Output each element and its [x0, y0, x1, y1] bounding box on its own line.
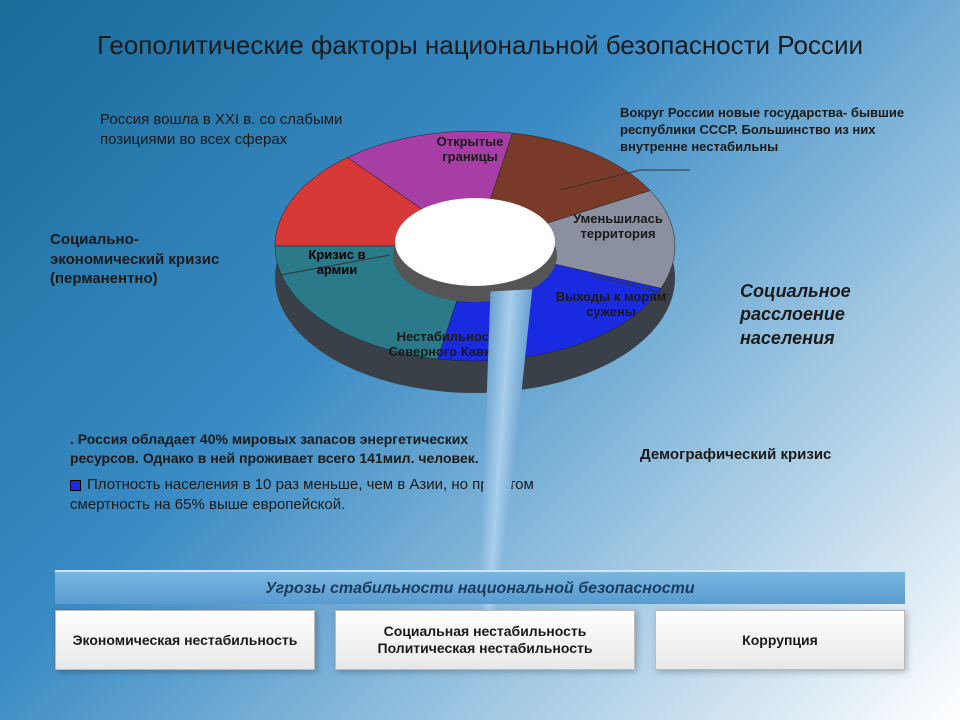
page-title: Геополитические факторы национальной без… — [0, 30, 960, 61]
annotation-resources: . Россия обладает 40% мировых запасов эн… — [70, 430, 520, 468]
threats-header: Угрозы стабильности национальной безопас… — [55, 570, 905, 604]
annotation-mid-left: Социально- экономический кризис (пермане… — [50, 230, 250, 289]
slice-label-army: Кризис в армии — [292, 248, 382, 278]
slice-label-territory: Уменьшилась территория — [558, 212, 678, 242]
threat-box-economic: Экономическая нестабильность — [55, 610, 315, 670]
annotation-demographic: Демографический кризис — [640, 445, 900, 465]
threats-section: Угрозы стабильности национальной безопас… — [55, 570, 905, 680]
threat-box-social: Социальная нестабильность Политическая н… — [335, 610, 635, 670]
annotation-density: Плотность населения в 10 раз меньше, чем… — [70, 475, 540, 516]
slice-label-borders: Открытые границы — [410, 135, 530, 165]
annotation-mid-right: Социальное расслоение населения — [740, 280, 940, 350]
slice-label-seas: Выходы к морям сужены — [546, 290, 676, 320]
threat-box-corruption: Коррупция — [655, 610, 905, 670]
bullet-icon — [70, 480, 81, 491]
annotation-density-text: Плотность населения в 10 раз меньше, чем… — [70, 476, 534, 513]
